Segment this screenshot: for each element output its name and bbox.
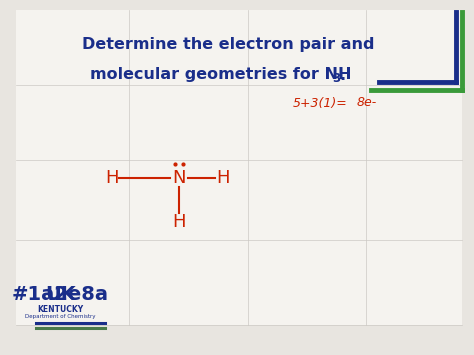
Text: .: . [340,67,346,82]
Text: H: H [217,169,230,187]
Text: H: H [172,213,185,231]
Bar [16,10,462,325]
Text: Determine the electron pair and: Determine the electron pair and [82,38,374,53]
Text: #1a2e8a: #1a2e8a [12,285,109,304]
Text: 5+3(1)=: 5+3(1)= [292,97,347,109]
Text: 8e-: 8e- [356,97,377,109]
Text: 3: 3 [332,72,340,86]
Text: N: N [172,169,185,187]
Text: UK: UK [45,285,75,304]
Text: KENTUCKY: KENTUCKY [37,305,83,314]
Text: H: H [105,169,118,187]
Text: Department of Chemistry: Department of Chemistry [25,314,95,319]
Text: molecular geometries for NH: molecular geometries for NH [91,67,352,82]
